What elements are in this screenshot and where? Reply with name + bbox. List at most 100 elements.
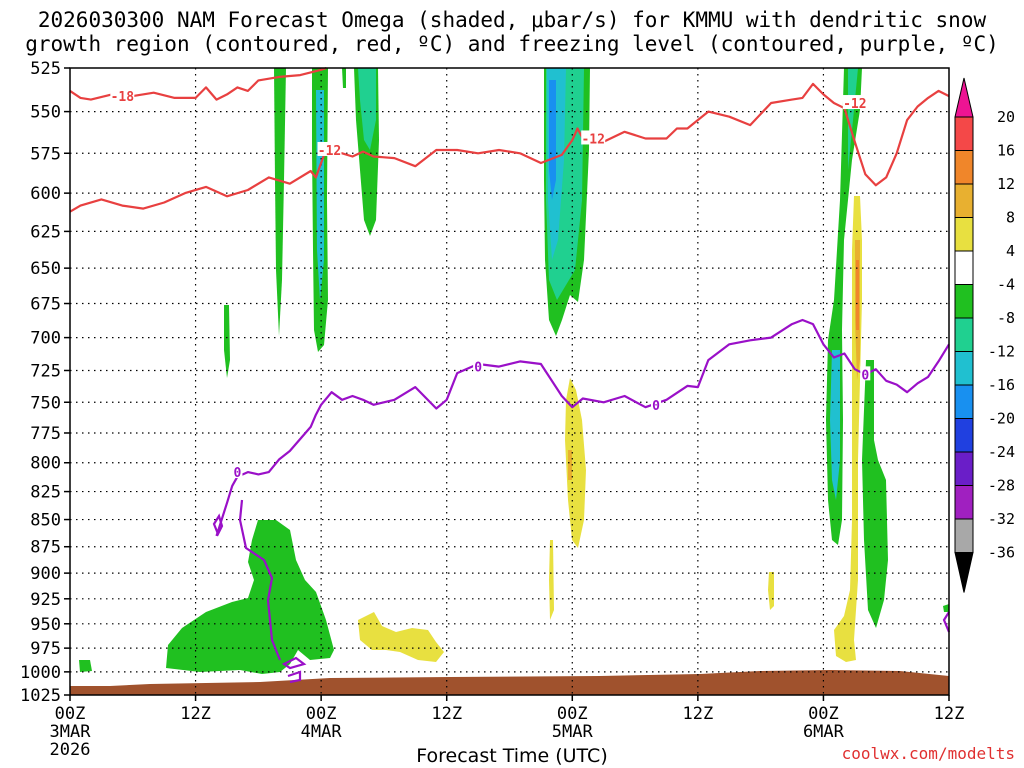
y-tick-label: 750 [30, 393, 61, 413]
y-tick-label: 550 [30, 103, 61, 123]
x-tick-date: 4MAR [301, 722, 343, 742]
snow-growth-contour-label: -12 [581, 132, 604, 147]
omega-area-yellow [358, 612, 444, 662]
colorbar-swatch [954, 384, 974, 419]
y-tick-label: 975 [30, 639, 61, 659]
colorbar: 20 16 12 8 4 -4 -8 -12 -16 -20 -24 -28 -32 -36 [954, 77, 1015, 593]
colorbar-swatch [954, 451, 974, 486]
freezing-level-contour-branch [238, 499, 282, 661]
plot-frame [69, 67, 950, 696]
y-tick-label: 600 [30, 184, 61, 204]
omega-area-blue [549, 80, 556, 200]
omega-area-teal [848, 68, 858, 170]
freezing-level-contour-label: 0 [652, 399, 660, 414]
x-tick-label: 12Z [431, 704, 462, 724]
y-tick-label: 525 [30, 59, 61, 79]
colorbar-swatch [954, 418, 974, 453]
contour-label-bg [860, 366, 871, 381]
x-tick-label: 12Z [682, 704, 713, 724]
y-tick-label: 825 [30, 483, 61, 503]
omega-area-green [943, 604, 949, 612]
omega-area-green [166, 520, 334, 674]
colorbar-swatch [954, 518, 974, 553]
y-tick-label: 1025 [20, 686, 61, 706]
colorbar-label: 4 [1006, 242, 1015, 260]
colorbar-swatch [954, 317, 974, 352]
colorbar-label: -28 [988, 477, 1015, 495]
colorbar-label: -8 [997, 309, 1015, 327]
colorbar-bottom-arrow [954, 552, 974, 593]
x-tick-date: 5MAR [552, 722, 594, 742]
omega-shading [70, 68, 949, 695]
freezing-level-contour-label: 0 [861, 368, 869, 383]
colorbar-label: -36 [988, 544, 1015, 562]
freezing-level-contour-label: 0 [474, 361, 482, 376]
colorbar-label: -24 [988, 443, 1015, 461]
x-tick-label: 12Z [180, 704, 211, 724]
x-tick-label: 00Z [557, 704, 588, 724]
terrain-ground [70, 670, 949, 695]
colorbar-label: -32 [988, 510, 1015, 528]
colorbar-label: 8 [1006, 209, 1015, 227]
x-tick-label: 00Z [306, 704, 337, 724]
colorbar-top-arrow [954, 77, 974, 118]
omega-area-green [224, 305, 230, 378]
y-tick-label: 775 [30, 424, 61, 444]
y-tick-label: 625 [30, 222, 61, 242]
x-tick-label: 00Z [55, 704, 86, 724]
snow-growth-contour-minus12 [69, 82, 950, 213]
omega-area-teal [358, 68, 376, 150]
y-tick-label: 950 [30, 615, 61, 635]
colorbar-label: 16 [997, 142, 1015, 160]
colorbar-swatch [954, 116, 974, 151]
contours: -18 -12 -12 -12 0 0 0 0 [69, 66, 951, 684]
y-tick-label: 675 [30, 295, 61, 315]
y-tick-label: 925 [30, 590, 61, 610]
contour-label-bg [473, 358, 484, 373]
chart-title-line2: growth region (contoured, red, ºC) and f… [25, 32, 999, 56]
x-tick-date: 3MAR [50, 722, 92, 742]
colorbar-label: -4 [997, 276, 1015, 294]
x-tick-label: 12Z [934, 704, 965, 724]
colorbar-swatch [954, 150, 974, 185]
snow-growth-contour-label: -18 [111, 90, 135, 105]
y-tick-label: 725 [30, 361, 61, 381]
omega-area-yellow [549, 540, 554, 620]
y-tick-label: 575 [30, 144, 61, 164]
chart-title-line1: 2026030300 NAM Forecast Omega (shaded, μ… [37, 8, 987, 32]
chart-title: 2026030300 NAM Forecast Omega (shaded, μ… [0, 8, 1024, 56]
x-tick-year: 2026 [50, 740, 91, 760]
omega-area-orange [856, 260, 859, 330]
colorbar-label: -16 [988, 376, 1015, 394]
y-tick-label: 1000 [20, 663, 61, 683]
y-tick-label: 900 [30, 564, 61, 584]
y-tick-label: 800 [30, 454, 61, 474]
colorbar-label: 20 [997, 108, 1015, 126]
contour-label-bg [232, 464, 243, 479]
credit-link[interactable]: coolwx.com/modelts [841, 744, 1015, 763]
omega-area-green [862, 360, 888, 628]
colorbar-label: -12 [988, 343, 1015, 361]
colorbar-swatch [954, 284, 974, 319]
x-tick-date: 6MAR [803, 722, 845, 742]
y-tick-label: 650 [30, 259, 61, 279]
colorbar-swatch [954, 485, 974, 520]
freezing-level-contour-loop [281, 656, 307, 684]
omega-area-green [342, 68, 346, 88]
omega-area-green [274, 68, 286, 336]
colorbar-swatch [954, 217, 974, 252]
colorbar-label: 12 [997, 175, 1015, 193]
y-tick-label: 700 [30, 329, 61, 349]
snow-growth-contour-label: -12 [318, 144, 341, 159]
contour-label-bg [317, 141, 342, 156]
contour-label-bg [651, 396, 661, 411]
colorbar-swatch [954, 183, 974, 218]
contour-label-bg [110, 88, 135, 103]
contour-label-bg [581, 130, 606, 145]
omega-area-green [79, 660, 92, 672]
colorbar-swatch [954, 250, 974, 285]
snow-growth-contour-label: -12 [843, 97, 866, 112]
y-tick-label: 850 [30, 511, 61, 531]
omega-area-orange [568, 450, 572, 480]
